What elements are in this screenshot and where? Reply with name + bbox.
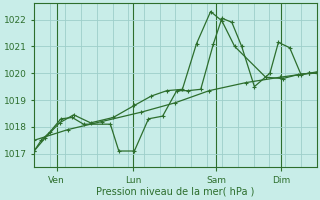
X-axis label: Pression niveau de la mer( hPa ): Pression niveau de la mer( hPa ) <box>96 187 254 197</box>
